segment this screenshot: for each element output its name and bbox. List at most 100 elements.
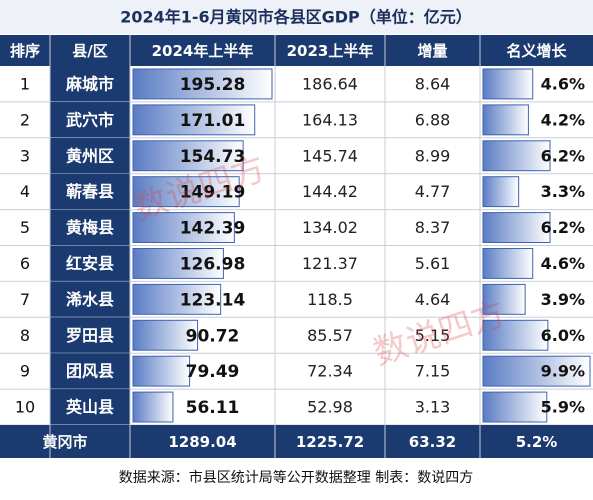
growth-bar <box>482 104 529 136</box>
growth-bar <box>482 283 526 315</box>
growth: 6.2% <box>541 218 585 237</box>
county-bg <box>50 137 130 174</box>
title: 2024年1-6月黄冈市各县区GDP（单位：亿元） <box>120 8 472 27</box>
gdp-2024: 171.01 <box>180 111 246 131</box>
growth: 5.9% <box>541 398 585 417</box>
county: 蕲春县 <box>66 182 114 201</box>
rank: 10 <box>15 398 35 417</box>
increase: 8.99 <box>415 146 451 165</box>
gdp-2023: 144.42 <box>302 182 358 201</box>
gdp-2024: 90.72 <box>186 326 240 346</box>
increase: 8.37 <box>415 218 451 237</box>
gdp-2024: 79.49 <box>186 362 240 382</box>
gdp-2023: 186.64 <box>302 74 358 93</box>
increase: 8.64 <box>415 74 451 93</box>
rank: 9 <box>20 362 30 381</box>
data-bar <box>132 283 222 315</box>
gdp-2024: 126.98 <box>180 254 246 274</box>
header-cell: 2023上半年 <box>287 42 374 60</box>
header-cell: 增量 <box>417 42 447 60</box>
header-cell: 名义增长 <box>506 42 567 60</box>
total-2023: 1225.72 <box>296 433 364 451</box>
rank: 3 <box>20 146 30 165</box>
growth: 6.2% <box>541 146 585 165</box>
county: 罗田县 <box>66 326 114 345</box>
gdp-2023: 164.13 <box>302 110 358 129</box>
county-bg <box>50 66 130 102</box>
county-bg <box>50 281 130 318</box>
gdp-2023: 85.57 <box>307 326 353 345</box>
total-2024: 1289.04 <box>168 433 236 451</box>
county: 团风县 <box>66 362 114 381</box>
total-bg <box>0 425 593 458</box>
data-bar <box>132 140 244 172</box>
increase: 6.88 <box>415 110 451 129</box>
data-bar <box>132 391 174 423</box>
growth-bar <box>482 319 549 351</box>
county-bg <box>50 101 130 138</box>
county-bg <box>50 173 130 210</box>
county-bg <box>50 245 130 282</box>
footer: 数据来源：市县区统计局等公开数据整理 制表：数说四方 <box>119 469 473 486</box>
data-bar <box>132 319 199 351</box>
gdp-2023: 121.37 <box>302 254 358 273</box>
county: 浠水县 <box>66 290 114 309</box>
growth-bar <box>482 176 520 208</box>
gdp-2023: 118.5 <box>307 290 353 309</box>
rank: 6 <box>20 254 30 273</box>
rank: 1 <box>20 74 30 93</box>
county-bg <box>50 209 130 246</box>
growth-bar <box>482 212 551 244</box>
gdp-2024: 195.28 <box>180 75 246 95</box>
data-bar <box>132 104 256 136</box>
county: 黄州区 <box>66 146 114 165</box>
increase: 5.61 <box>415 254 451 273</box>
gdp-2024: 56.11 <box>186 398 240 418</box>
growth: 6.0% <box>541 326 585 345</box>
growth-bar <box>482 248 534 279</box>
rank: 8 <box>20 326 30 345</box>
header-cell: 2024年上半年 <box>152 42 254 60</box>
growth: 4.6% <box>541 74 585 93</box>
gdp-2024: 149.19 <box>180 183 246 203</box>
county-bg <box>50 317 130 354</box>
county-bg <box>50 389 130 425</box>
data-bar <box>132 212 235 244</box>
rank: 5 <box>20 218 30 237</box>
header-cell: 排序 <box>10 42 40 60</box>
increase: 4.77 <box>415 182 451 201</box>
total-name: 黄冈市 <box>42 433 87 451</box>
rank: 2 <box>20 110 30 129</box>
data-bar <box>132 355 191 387</box>
data-bar <box>132 248 224 279</box>
county: 武穴市 <box>66 110 114 129</box>
growth-bar <box>482 68 534 100</box>
increase: 5.15 <box>415 326 451 345</box>
data-bar <box>132 68 273 100</box>
rank: 7 <box>20 290 30 309</box>
total-growth: 5.2% <box>516 433 558 451</box>
growth: 9.9% <box>541 362 585 381</box>
growth: 4.2% <box>541 110 585 129</box>
growth-bar <box>482 140 551 172</box>
growth-bar <box>482 391 548 423</box>
gdp-2023: 72.34 <box>307 362 353 381</box>
growth: 3.9% <box>541 290 585 309</box>
growth: 3.3% <box>541 182 585 201</box>
data-bar <box>132 176 240 208</box>
gdp-2024: 154.73 <box>180 147 246 167</box>
growth: 4.6% <box>541 254 585 273</box>
increase: 4.64 <box>415 290 451 309</box>
county: 红安县 <box>66 254 114 273</box>
increase: 3.13 <box>415 398 451 417</box>
rank: 4 <box>20 182 30 201</box>
county-bg <box>50 353 130 390</box>
gdp-2024: 142.39 <box>180 219 246 239</box>
header-cell: 县/区 <box>72 42 107 60</box>
title-bg <box>0 0 593 34</box>
header-bg <box>0 35 593 66</box>
increase: 7.15 <box>415 362 451 381</box>
gdp-2023: 134.02 <box>302 218 358 237</box>
county: 英山县 <box>65 398 114 417</box>
